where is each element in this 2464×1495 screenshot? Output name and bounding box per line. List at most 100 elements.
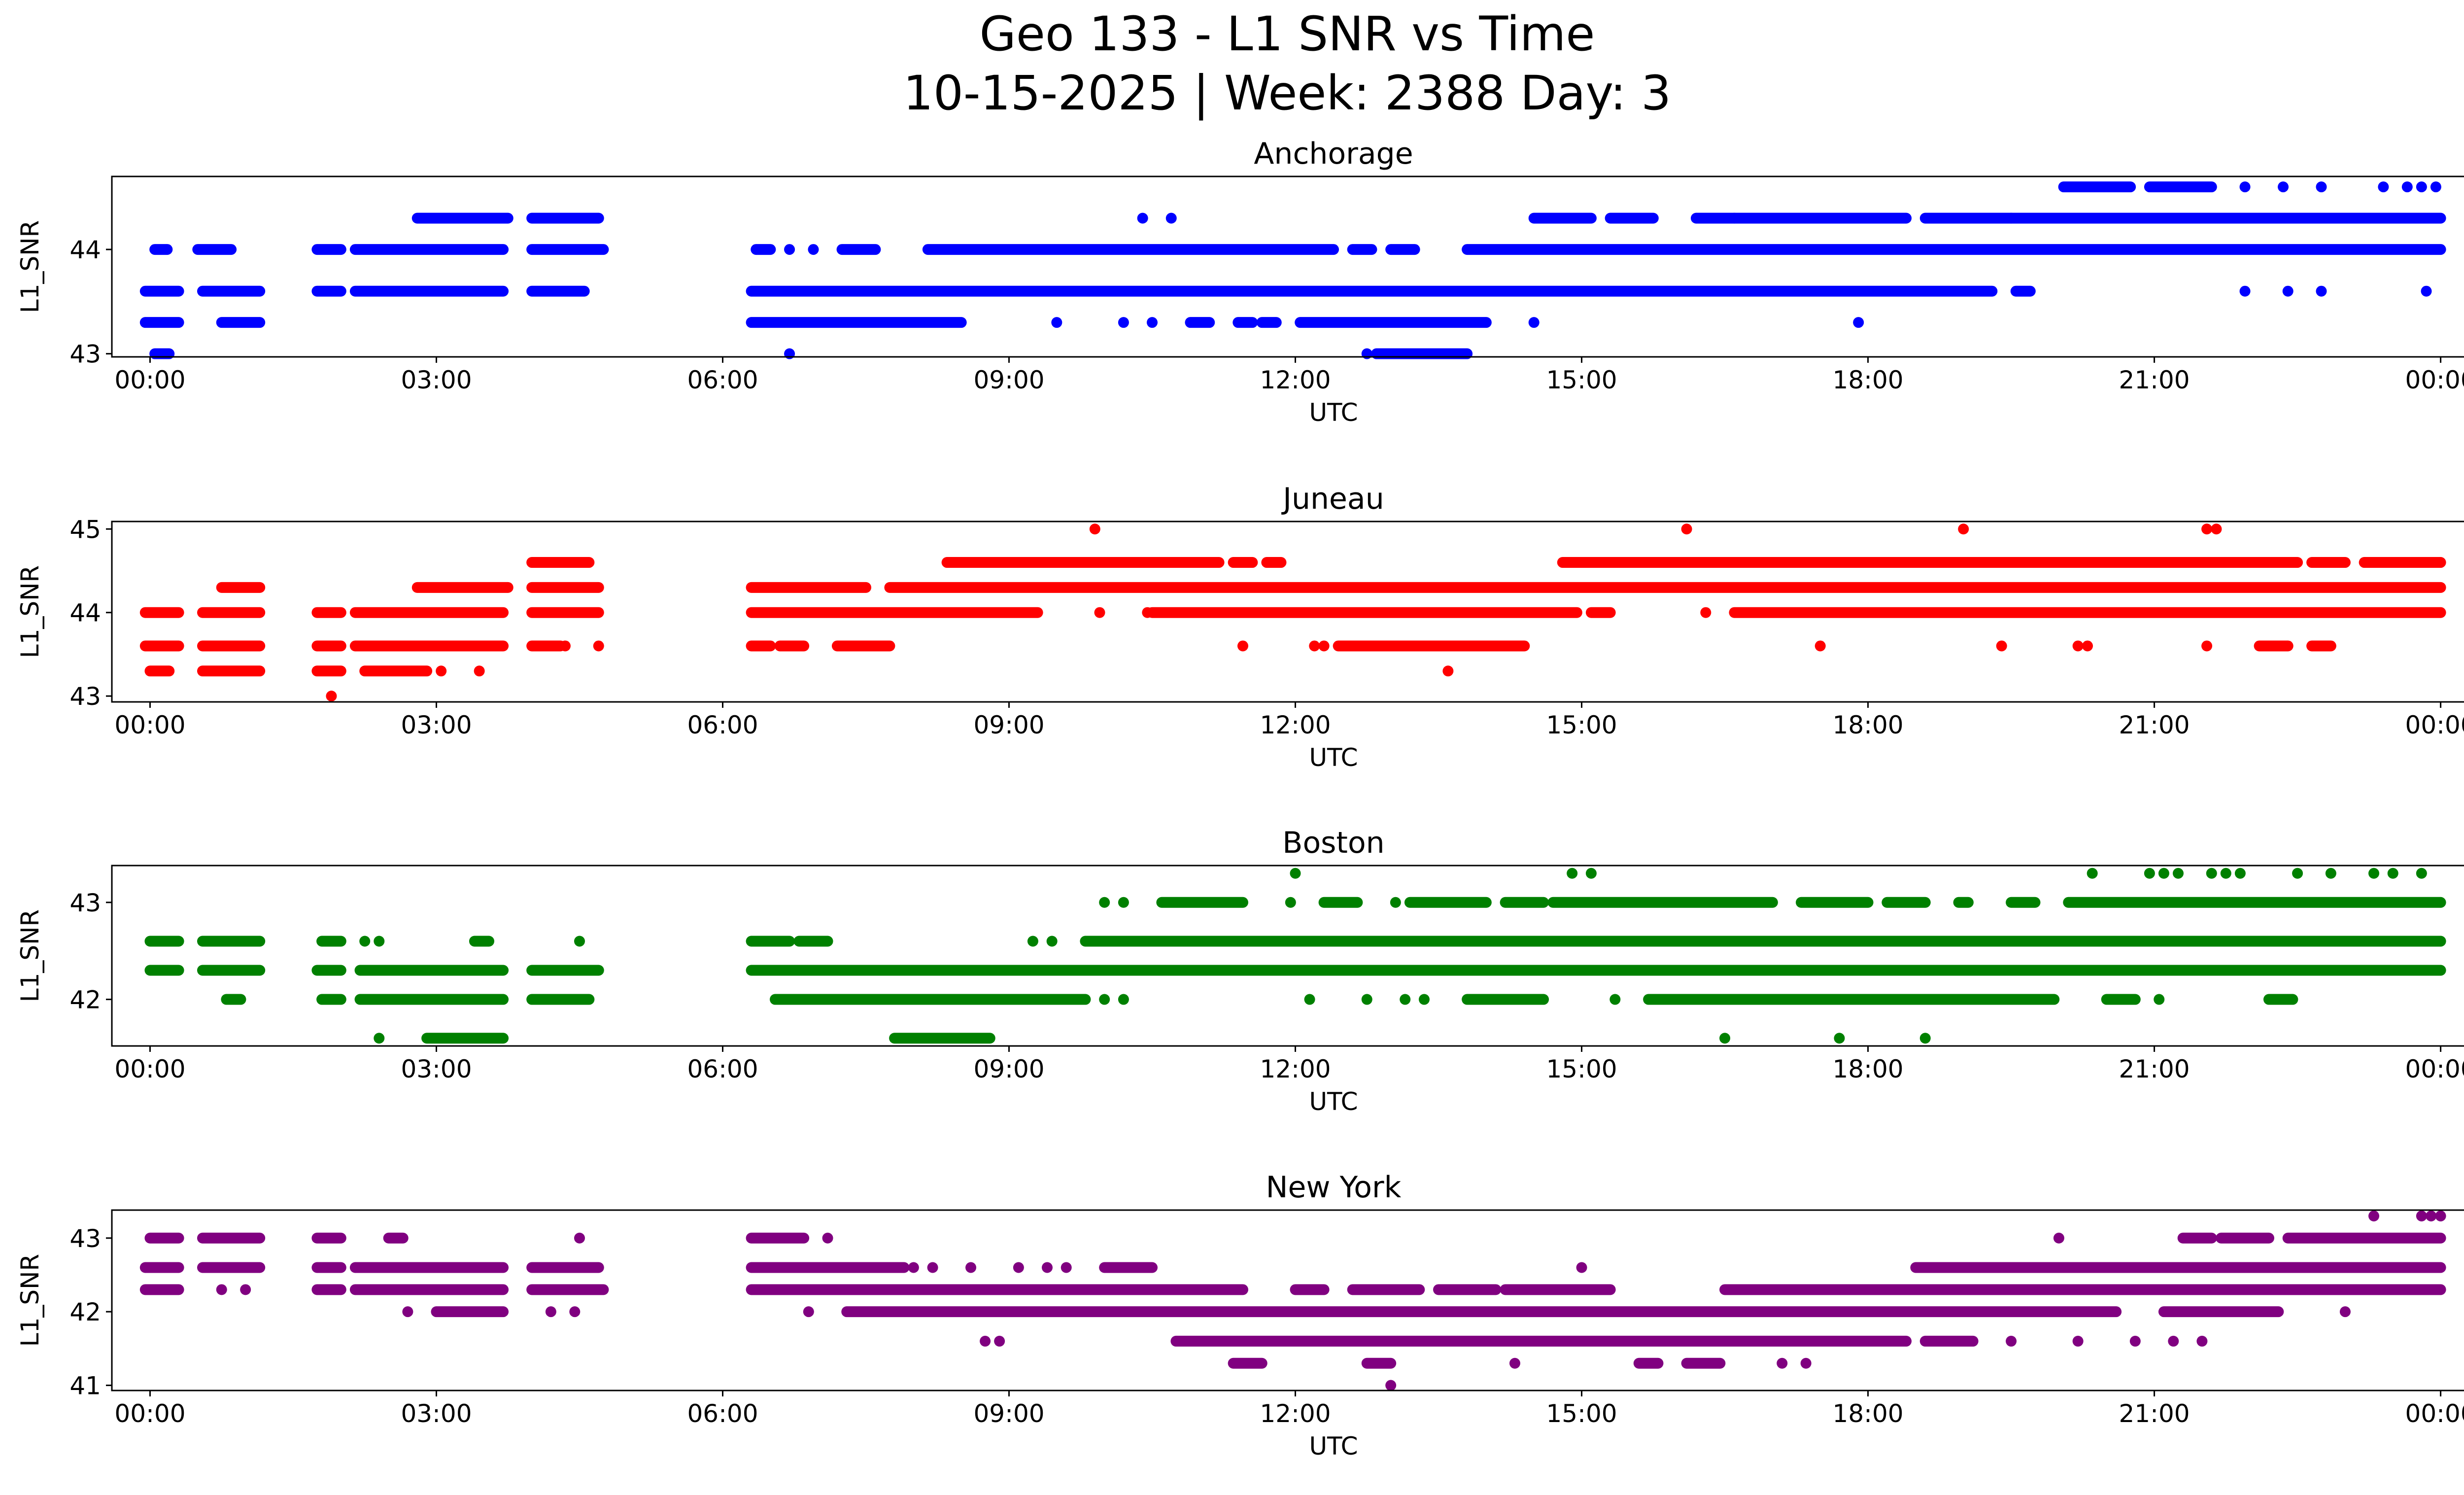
data-point [2087, 868, 2098, 879]
data-point-run [1953, 897, 1974, 908]
data-point-run [1643, 994, 2060, 1005]
data-point-run [311, 640, 346, 652]
data-point [2339, 1306, 2351, 1318]
data-point [2144, 868, 2155, 879]
data-point-run [2359, 557, 2446, 568]
data-point-run [746, 607, 1043, 618]
data-point [1814, 640, 1826, 652]
data-point [1777, 1357, 1788, 1369]
data-point-run [2263, 994, 2298, 1005]
data-point [1400, 994, 1411, 1005]
data-point [359, 936, 371, 947]
data-point [784, 244, 795, 255]
data-point [1576, 1262, 1587, 1273]
subplot-title: Boston [1282, 826, 1384, 860]
data-markers [139, 1210, 2446, 1391]
data-point [803, 1306, 814, 1318]
data-point [2172, 868, 2184, 879]
data-point [569, 1306, 581, 1318]
data-point [593, 640, 604, 652]
data-point-run [526, 994, 595, 1005]
data-point [1137, 212, 1148, 224]
data-point-run [1261, 557, 1287, 568]
data-point-run [1385, 244, 1420, 255]
data-point-run [139, 317, 184, 328]
data-point-run [2010, 285, 2036, 297]
data-point-run [1919, 1335, 1979, 1347]
data-point-run [1500, 1284, 1616, 1295]
x-tick-label: 00:00 [114, 1055, 185, 1083]
data-point-run [349, 1262, 509, 1273]
data-point-run [149, 244, 173, 255]
axes-frame [111, 1209, 2464, 1391]
data-point-run [526, 285, 590, 297]
data-point [1041, 1262, 1053, 1273]
x-tick-label: 06:00 [687, 366, 758, 394]
data-point-run [349, 1284, 509, 1295]
x-tick-label: 18:00 [1833, 1055, 1904, 1083]
data-point-run [411, 212, 513, 224]
y-tick-label: 43 [69, 1224, 101, 1253]
x-tick-label: 00:00 [114, 366, 185, 394]
data-point-run [941, 557, 1225, 568]
data-point-run [197, 640, 266, 652]
data-point-run [2306, 557, 2351, 568]
figure-title-line1: Geo 133 - L1 SNR vs Time [980, 6, 1595, 62]
data-point [1061, 1262, 1072, 1273]
data-point-run [526, 965, 604, 976]
x-tick-label: 00:00 [2405, 1399, 2464, 1428]
data-point-run [751, 244, 776, 255]
axes-frame [111, 865, 2464, 1047]
data-point-run [1633, 1357, 1664, 1369]
data-point [1528, 317, 1540, 328]
axes-frame [111, 175, 2464, 358]
data-point [1118, 317, 1129, 328]
data-point [402, 1306, 413, 1318]
data-point-run [216, 317, 266, 328]
data-point-run [349, 244, 509, 255]
x-tick-label: 18:00 [1833, 1399, 1904, 1428]
data-point-run [1500, 897, 1549, 908]
data-point [1700, 607, 1711, 618]
data-point-run [1228, 557, 1258, 568]
y-axis-label: L1_SNR [16, 220, 44, 313]
data-point [2072, 1335, 2084, 1347]
data-point-run [1290, 1284, 1330, 1295]
data-point-run [349, 285, 509, 297]
data-point [1853, 317, 1864, 328]
data-point [240, 1284, 251, 1295]
y-tick-label: 43 [69, 340, 101, 369]
data-point-run [1318, 897, 1363, 908]
data-point-run [221, 994, 246, 1005]
data-point [2401, 181, 2413, 193]
x-tick-label: 12:00 [1260, 711, 1331, 739]
data-point [1729, 212, 1740, 224]
data-point-run [1099, 1262, 1158, 1273]
y-tick-label: 42 [69, 1298, 101, 1326]
data-point-run [139, 1262, 184, 1273]
x-tick-label: 15:00 [1546, 711, 1617, 739]
data-point [474, 665, 485, 677]
data-point-run [1080, 936, 2446, 947]
x-tick-label: 15:00 [1546, 1399, 1617, 1428]
data-point-run [746, 1284, 1249, 1295]
data-point [2211, 523, 2222, 535]
data-point [980, 1335, 991, 1347]
data-point [2154, 994, 2165, 1005]
data-point [2234, 868, 2246, 879]
x-tick-label: 09:00 [973, 1399, 1044, 1428]
data-point-run [746, 965, 2446, 976]
data-point [2053, 1232, 2064, 1244]
data-point [1099, 897, 1110, 908]
data-point-run [311, 244, 346, 255]
data-point-run [197, 607, 266, 618]
data-point [574, 936, 585, 947]
data-markers [144, 868, 2446, 1044]
data-point [2168, 1335, 2179, 1347]
y-tick-label: 41 [69, 1372, 101, 1400]
data-point-run [139, 640, 184, 652]
data-point [1996, 640, 2007, 652]
data-point [965, 1262, 977, 1273]
data-point-run [197, 1232, 266, 1244]
x-axis-label: UTC [1309, 1432, 1358, 1460]
